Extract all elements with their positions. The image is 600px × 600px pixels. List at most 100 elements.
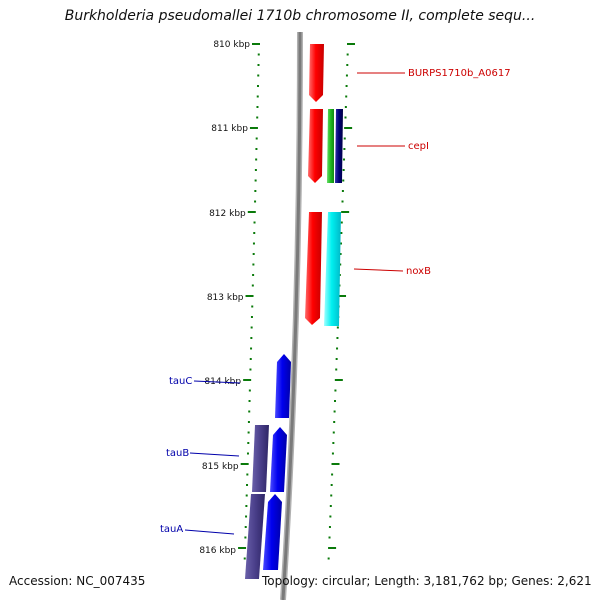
minor-tick [254,201,256,203]
minor-tick [244,558,246,560]
tick-label: 810 kbp [213,40,250,50]
gene-green [327,109,334,183]
minor-tick [256,117,258,119]
minor-tick [257,96,259,98]
gene-label: tauC [169,376,192,387]
minor-tick [253,243,255,245]
minor-tick [257,64,259,66]
tick-label: 816 kbp [199,546,236,556]
minor-tick [256,106,258,108]
minor-tick [255,180,257,182]
minor-tick [332,453,334,455]
minor-tick [332,442,334,444]
major-tick [347,43,355,45]
minor-tick [330,495,332,497]
minor-tick [245,516,247,518]
minor-tick [250,337,252,339]
minor-tick [249,400,251,402]
leader-noxb [354,269,403,271]
minor-tick [333,432,335,434]
major-tick [332,463,340,465]
gene-noxb-red [305,212,322,325]
gene-tauc [275,354,291,418]
minor-tick [343,169,345,171]
minor-tick [328,558,330,560]
minor-tick [336,348,338,350]
minor-tick [252,285,254,287]
minor-tick [258,54,260,56]
minor-tick [246,474,248,476]
minor-tick [251,306,253,308]
tick-label: 813 kbp [207,293,244,303]
minor-tick [342,201,344,203]
minor-tick [245,526,247,528]
minor-tick [254,222,256,224]
minor-tick [251,327,253,329]
gene-label: tauB [166,448,189,459]
leader-taub [190,453,239,456]
minor-tick [342,190,344,192]
minor-tick [343,159,345,161]
minor-tick [344,138,346,140]
major-tick [243,379,251,381]
gene-navy [335,109,343,183]
minor-tick [257,85,259,87]
gene-taua [263,494,282,570]
minor-tick [334,390,336,392]
gene-label: BURPS1710b_A0617 [408,68,511,79]
gene-cepi [308,109,323,183]
minor-tick [248,411,250,413]
gene-label: tauA [160,524,183,535]
gene-label: noxB [406,266,431,277]
minor-tick [255,159,257,161]
minor-tick [347,54,349,56]
minor-tick [336,358,338,360]
minor-tick [329,526,331,528]
tick-label: 815 kbp [202,462,239,472]
minor-tick [255,169,257,171]
tick-labels: 810 kbp811 kbp812 kbp813 kbp814 kbp815 k… [199,40,250,556]
major-tick [328,547,336,549]
minor-tick [342,180,344,182]
minor-tick [253,253,255,255]
minor-tick [255,148,257,150]
minor-tick [343,148,345,150]
tick-label: 811 kbp [211,124,248,134]
minor-tick [256,138,258,140]
gene-noxb-cyan [324,212,341,326]
gene-label: cepI [408,141,429,152]
minor-tick [329,537,331,539]
leader-taua [185,530,234,534]
minor-tick [329,516,331,518]
minor-tick [246,495,248,497]
minor-tick [244,537,246,539]
major-tick [252,43,260,45]
minor-tick [331,484,333,486]
minor-tick [254,190,256,192]
minor-tick [249,390,251,392]
tick-label: 812 kbp [209,209,246,219]
minor-tick [346,64,348,66]
minor-tick [334,400,336,402]
gene-taub [270,427,287,492]
minor-tick [337,327,339,329]
minor-tick [345,106,347,108]
major-tick [241,463,249,465]
minor-tick [333,421,335,423]
minor-tick [248,432,250,434]
minor-tick [336,337,338,339]
minor-tick [334,411,336,413]
minor-tick [249,369,251,371]
gene-purple-1 [252,425,269,492]
major-tick [335,379,343,381]
major-tick [344,127,352,129]
minor-tick [341,222,343,224]
minor-tick [346,75,348,77]
minor-tick [250,348,252,350]
minor-tick [246,484,248,486]
minor-tick [252,264,254,266]
minor-tick [331,474,333,476]
gene-purple-2 [245,494,265,579]
